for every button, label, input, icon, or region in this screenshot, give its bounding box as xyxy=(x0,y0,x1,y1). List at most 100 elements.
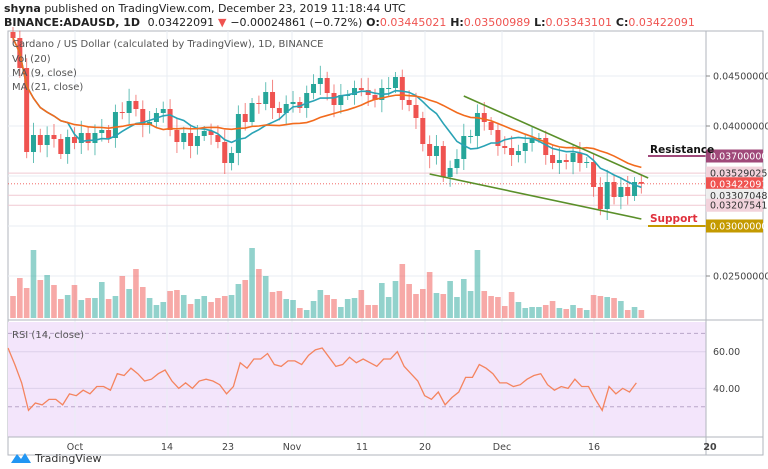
volume-bar xyxy=(78,300,85,318)
price-tag-label: 0.03422091 xyxy=(710,179,767,190)
volume-bar xyxy=(542,305,549,318)
volume-bar xyxy=(638,310,645,318)
legend-vol: Vol (20) xyxy=(12,54,51,65)
publisher-name: shyna xyxy=(4,2,41,15)
candle-up xyxy=(632,182,638,196)
candle-up xyxy=(468,136,474,137)
volume-bar xyxy=(256,269,262,318)
trendline-lower xyxy=(429,173,642,220)
time-tick-label: 16 xyxy=(588,442,600,453)
candle-up xyxy=(570,153,576,162)
candle-up xyxy=(304,93,310,108)
legend-rsi: RSI (14, close) xyxy=(12,330,84,341)
volume-bar xyxy=(208,302,214,318)
volume-bar xyxy=(85,298,91,318)
volume-bar xyxy=(624,310,631,318)
candle-down xyxy=(324,78,330,93)
volume-bar xyxy=(112,296,119,318)
candle-down xyxy=(563,160,569,162)
candle-up xyxy=(461,136,467,159)
price-tag-label: 0.03700000 xyxy=(710,152,767,163)
volume-bar xyxy=(37,280,44,318)
candle-up xyxy=(65,137,71,154)
candle-down xyxy=(167,109,173,130)
volume-bar xyxy=(467,291,474,318)
volume-bar xyxy=(549,301,556,318)
candle-down xyxy=(591,162,597,187)
candle-up xyxy=(112,112,118,138)
candle-up xyxy=(352,88,357,95)
volume-bar xyxy=(242,280,249,318)
volume-bar xyxy=(501,306,508,318)
volume-bar xyxy=(194,299,201,318)
low-value: 0.03343101 xyxy=(545,16,613,29)
tradingview-logo-icon xyxy=(11,453,31,463)
volume-bar xyxy=(631,307,638,318)
volume-bar xyxy=(379,283,385,318)
candle-up xyxy=(454,159,460,168)
candle-up xyxy=(126,101,132,113)
candle-down xyxy=(24,68,30,152)
volume-bar xyxy=(30,250,37,318)
time-tick-label: 20 xyxy=(419,442,431,453)
volume-bar xyxy=(454,297,460,318)
down-arrow-icon: ▼ xyxy=(218,16,227,29)
candle-down xyxy=(543,138,549,155)
volume-bar xyxy=(420,289,426,318)
volume-bar xyxy=(597,296,604,318)
volume-bar xyxy=(201,296,208,318)
candle-up xyxy=(290,102,296,104)
ma21-line xyxy=(12,37,642,169)
volume-bar xyxy=(228,295,235,318)
close-value: 0.03422091 xyxy=(628,16,695,29)
price-tick-label: 0.04500000 xyxy=(713,72,768,83)
price-tag-high xyxy=(706,166,763,180)
volume-bar xyxy=(481,291,488,318)
volume-bar xyxy=(235,284,242,318)
candle-up xyxy=(447,168,453,177)
candle-up xyxy=(311,84,317,93)
price-tag-resistance xyxy=(706,149,763,163)
candle-down xyxy=(413,105,419,118)
time-tick-label: 11 xyxy=(356,442,368,453)
volume-bar xyxy=(406,284,412,318)
volume-bar xyxy=(338,307,344,318)
volume-bar xyxy=(269,292,276,318)
candle-down xyxy=(37,135,43,145)
volume-bar xyxy=(447,281,453,318)
volume-bar xyxy=(570,305,576,318)
price-tick-label: 0.02500000 xyxy=(713,272,768,283)
candle-up xyxy=(201,131,207,136)
candle-down xyxy=(331,93,337,105)
tradingview-logo[interactable]: TradingView xyxy=(10,451,101,465)
volume-bar xyxy=(160,302,167,318)
candle-up xyxy=(392,77,398,88)
candle-down xyxy=(58,139,64,154)
candle-up xyxy=(283,104,289,113)
candle-up xyxy=(229,153,235,163)
candle-down xyxy=(71,137,77,143)
ma9-line xyxy=(12,37,642,189)
rsi-tick-label: 40.00 xyxy=(713,384,740,395)
volume-bar xyxy=(64,295,71,318)
legend-ma9: MA (9, close) xyxy=(12,68,77,79)
volume-bar xyxy=(344,299,351,318)
volume-bar xyxy=(10,296,16,318)
volume-bar xyxy=(215,298,221,318)
volume-bar xyxy=(71,285,78,318)
high-label: H: xyxy=(450,16,464,29)
volume-bar xyxy=(365,305,371,318)
candle-up xyxy=(536,138,542,139)
volume-bar xyxy=(590,295,597,318)
candle-up xyxy=(515,151,521,155)
low-label: L: xyxy=(534,16,546,29)
candle-down xyxy=(502,146,508,148)
candle-up xyxy=(92,133,98,143)
time-tick-label: 14 xyxy=(161,442,173,453)
volume-bar xyxy=(297,308,303,318)
rsi-line xyxy=(7,347,637,412)
volume-bar xyxy=(577,308,583,318)
volume-bar xyxy=(153,305,160,318)
candle-up xyxy=(529,138,535,143)
